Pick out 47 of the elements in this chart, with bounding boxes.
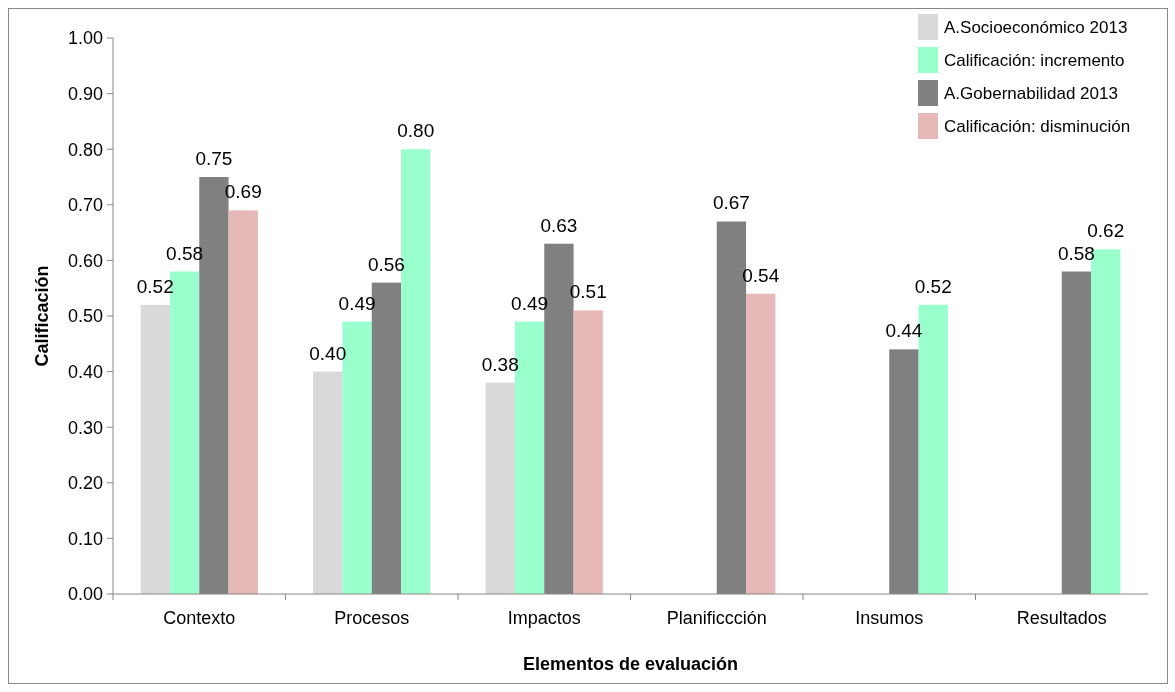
data-label: 0.40 xyxy=(309,342,347,364)
y-tick-label: 0.40 xyxy=(67,361,103,382)
y-tick-label: 0.20 xyxy=(67,473,103,494)
data-label: 0.49 xyxy=(338,292,376,314)
legend-label: A.Gobernabilidad 2013 xyxy=(944,84,1118,103)
x-tick-label: Impactos xyxy=(507,608,581,628)
data-label: 0.56 xyxy=(367,253,405,275)
x-axis-title: Elementos de evaluación xyxy=(522,654,739,674)
y-tick-label: 0.70 xyxy=(67,195,103,216)
y-tick-label: 0.30 xyxy=(67,417,103,438)
data-label: 0.58 xyxy=(1057,242,1095,264)
data-label: 0.69 xyxy=(224,181,262,203)
data-label: 0.54 xyxy=(742,264,780,286)
x-tick-label: Contexto xyxy=(163,608,236,628)
data-label: 0.52 xyxy=(914,275,952,297)
data-label: 0.44 xyxy=(885,320,923,342)
bar xyxy=(140,304,170,594)
y-tick-label: 1.00 xyxy=(67,28,103,49)
data-label: 0.67 xyxy=(712,192,750,214)
data-label: 0.51 xyxy=(569,281,607,303)
y-tick-label: 0.80 xyxy=(67,139,103,160)
y-tick-label: 0.00 xyxy=(67,584,103,605)
data-label: 0.49 xyxy=(511,292,549,314)
data-label: 0.63 xyxy=(540,214,578,236)
legend-label: A.Socioeconómico 2013 xyxy=(944,18,1128,37)
legend-label: Calificación: incremento xyxy=(944,51,1125,70)
y-tick-label: 0.10 xyxy=(67,528,103,549)
bar xyxy=(573,310,603,594)
y-tick-label: 0.50 xyxy=(67,306,103,327)
legend-label: Calificación: disminución xyxy=(944,117,1131,136)
bar xyxy=(313,371,343,594)
bar xyxy=(746,293,776,594)
x-tick-label: Resultados xyxy=(1016,608,1107,628)
x-tick-label: Insumos xyxy=(855,608,924,628)
data-label: 0.38 xyxy=(481,353,519,375)
y-axis-title: Calificación xyxy=(32,265,52,367)
data-label: 0.75 xyxy=(195,148,233,169)
data-label: 0.52 xyxy=(136,275,174,297)
y-tick-label: 0.90 xyxy=(67,83,103,104)
bar xyxy=(228,210,258,594)
data-label: 0.80 xyxy=(397,120,435,142)
x-tick-label: Procesos xyxy=(334,608,410,628)
bar xyxy=(485,382,515,594)
data-label: 0.58 xyxy=(166,242,204,264)
data-label: 0.62 xyxy=(1087,220,1125,242)
x-tick-label: Planificcción xyxy=(666,608,767,628)
y-tick-label: 0.60 xyxy=(67,250,103,271)
